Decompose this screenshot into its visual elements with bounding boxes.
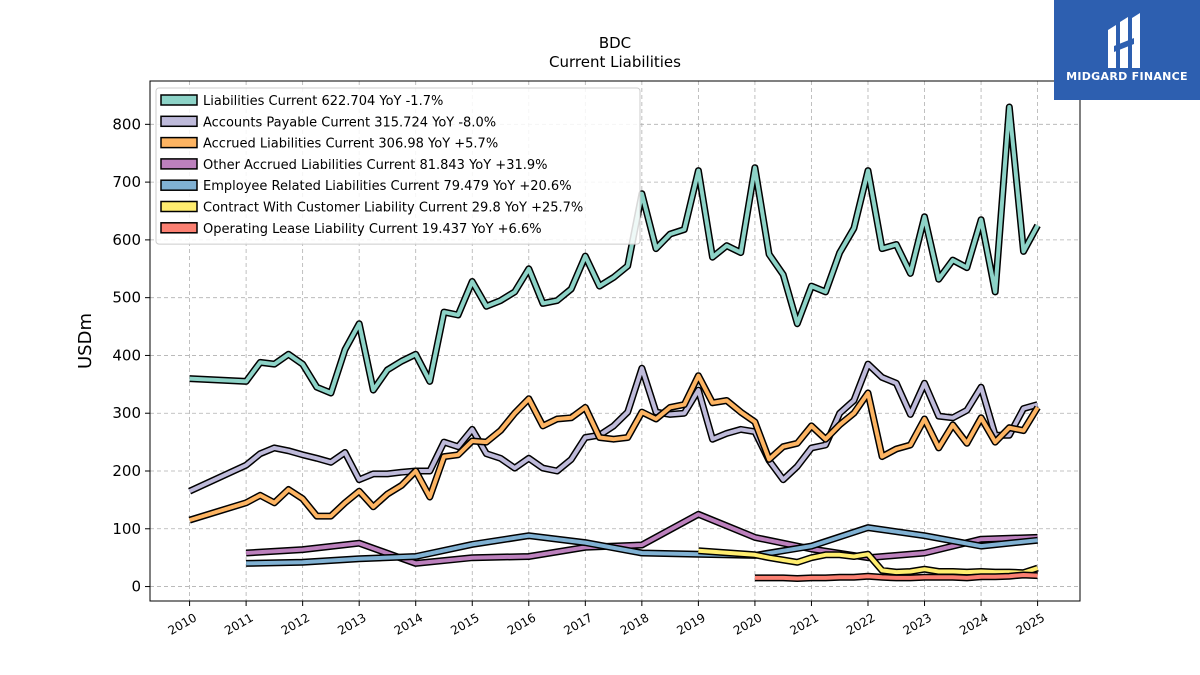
x-axis: 2010 2011 2012 2013 2014 2015 2016 2017 2018 2019… xyxy=(166,601,1047,638)
x-tick-label: 2019 xyxy=(674,610,707,637)
series-5 xyxy=(698,547,1039,577)
y-tick-label: 200 xyxy=(112,462,141,480)
x-tick-label: 2012 xyxy=(279,610,312,637)
series-3 xyxy=(245,510,1038,567)
y-tick-label: 800 xyxy=(112,115,141,133)
legend-item: Liabilities Current 622.704 YoY -1.7% xyxy=(160,94,443,109)
series-2 xyxy=(188,372,1041,524)
x-tick-label: 2011 xyxy=(222,610,255,637)
series-line xyxy=(188,362,1039,494)
legend-label: Contract With Customer Liability Current… xyxy=(203,201,583,216)
midgard-finance-logo: MIDGARD FINANCE xyxy=(1054,0,1200,100)
legend-item: Employee Related Liabilities Current 79.… xyxy=(160,179,572,194)
legend-swatch xyxy=(160,136,198,149)
chart-subtitle: Current Liabilities xyxy=(549,53,681,71)
brand-name: MIDGARD FINANCE xyxy=(1066,70,1188,83)
legend-item: Accounts Payable Current 315.724 YoY -8.… xyxy=(160,115,496,130)
legend-swatch xyxy=(160,200,198,213)
series-line xyxy=(189,373,1040,523)
x-tick-label: 2024 xyxy=(957,610,990,637)
y-tick-label: 700 xyxy=(112,173,141,191)
x-tick-label: 2023 xyxy=(901,610,934,637)
y-tick-label: 100 xyxy=(112,520,141,538)
legend-swatch xyxy=(160,94,198,106)
legend-swatch xyxy=(160,158,198,170)
legend-label: Liabilities Current 622.704 YoY -1.7% xyxy=(203,94,443,109)
series-line xyxy=(754,573,1038,581)
legend-item: Accrued Liabilities Current 306.98 YoY +… xyxy=(160,136,498,152)
y-tick-label: 300 xyxy=(112,404,141,422)
midgard-mark-icon xyxy=(1108,13,1140,68)
legend-frame xyxy=(155,87,641,245)
series-line-outline xyxy=(188,372,1041,524)
x-tick-label: 2016 xyxy=(505,610,538,637)
legend-swatch xyxy=(160,115,198,128)
y-tick-label: 0 xyxy=(131,578,141,596)
x-tick-label: 2015 xyxy=(448,610,481,637)
legend-label: Employee Related Liabilities Current 79.… xyxy=(203,179,572,194)
legend-item: Contract With Customer Liability Current… xyxy=(160,200,583,216)
legend-swatch xyxy=(160,222,198,234)
series-6 xyxy=(754,571,1038,582)
plot-area-frame xyxy=(149,80,1081,602)
x-tick-label: 2013 xyxy=(335,610,368,637)
y-axis: 0 100 200 300 400 500 600 700 800 xyxy=(112,115,150,596)
series-line xyxy=(245,512,1038,566)
legend-item: Other Accrued Liabilities Current 81.843… xyxy=(160,158,548,173)
x-tick-label: 2025 xyxy=(1014,610,1047,637)
y-axis-label: USDm xyxy=(75,313,96,369)
legend-label: Accounts Payable Current 315.724 YoY -8.… xyxy=(203,115,496,130)
legend-item: Operating Lease Liability Current 19.437… xyxy=(160,222,542,237)
x-tick-label: 2018 xyxy=(618,610,651,637)
legend-swatch xyxy=(160,179,198,191)
series-4 xyxy=(246,524,1038,567)
x-tick-label: 2014 xyxy=(392,610,425,637)
legend-label: Accrued Liabilities Current 306.98 YoY +… xyxy=(203,137,498,152)
series-1 xyxy=(188,360,1039,495)
y-tick-label: 600 xyxy=(112,231,141,249)
x-tick-label: 2021 xyxy=(788,610,821,637)
y-tick-label: 500 xyxy=(112,289,141,307)
legend-label: Operating Lease Liability Current 19.437… xyxy=(203,222,542,237)
x-tick-label: 2017 xyxy=(561,610,594,637)
series-line xyxy=(246,525,1038,566)
chart-title: BDC xyxy=(599,34,631,52)
x-tick-label: 2022 xyxy=(844,610,877,637)
x-tick-label: 2020 xyxy=(731,610,764,637)
x-tick-label: 2010 xyxy=(166,610,199,637)
series-line xyxy=(698,548,1039,575)
y-tick-label: 400 xyxy=(112,346,141,364)
legend: Liabilities Current 622.704 YoY -1.7% Acc… xyxy=(155,87,641,245)
legend-label: Other Accrued Liabilities Current 81.843… xyxy=(203,158,548,173)
